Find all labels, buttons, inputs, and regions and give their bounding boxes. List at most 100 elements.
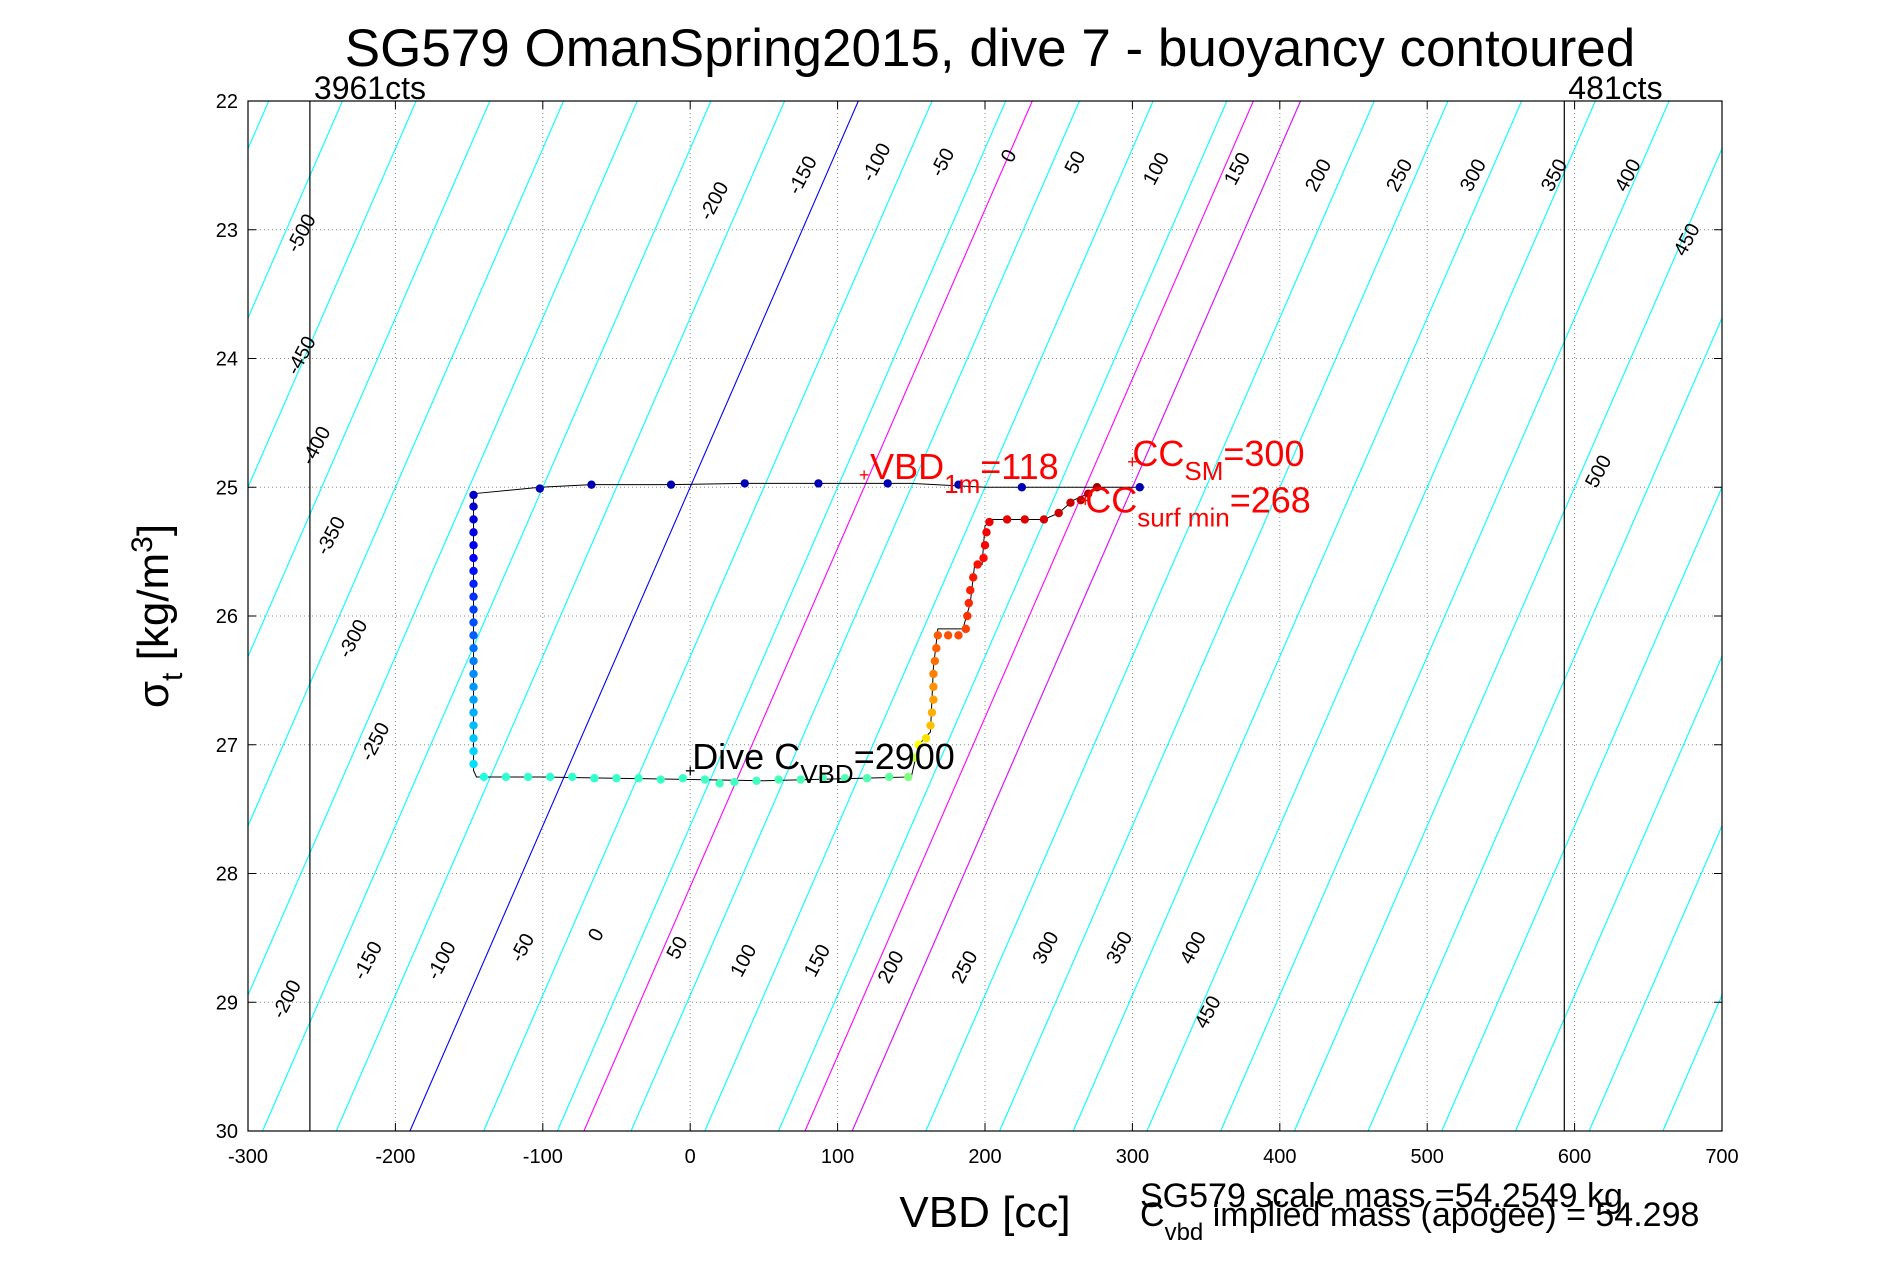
svg-text:σt [kg/m3]: σt [kg/m3] bbox=[126, 524, 189, 708]
dive-point bbox=[774, 775, 783, 784]
y-tick-label: 25 bbox=[216, 477, 238, 499]
contour-line bbox=[1737, 101, 1891, 1131]
dive-point bbox=[501, 772, 511, 782]
dive-point bbox=[1076, 495, 1086, 505]
footer-scale-mass: SG579 scale mass =54.2549 kg bbox=[1140, 1177, 1623, 1215]
y-tick-label: 26 bbox=[216, 606, 238, 628]
contour-line bbox=[262, 101, 712, 1131]
annotation-main: CC bbox=[1132, 433, 1184, 474]
dive-point bbox=[883, 479, 892, 488]
contour-line bbox=[1220, 101, 1670, 1131]
y-label-sup: 3 bbox=[126, 536, 159, 553]
y-label-unit: [kg/m bbox=[129, 553, 178, 673]
dive-point bbox=[904, 772, 913, 782]
dive-point bbox=[933, 631, 943, 640]
contour-line-special bbox=[583, 101, 1033, 1131]
annotation-sub: surf min bbox=[1137, 503, 1229, 533]
contour-line bbox=[1293, 147, 1722, 1131]
dive-point bbox=[929, 682, 938, 692]
annotation-value: =118 bbox=[980, 446, 1058, 487]
x-tick-label: 600 bbox=[1558, 1146, 1591, 1168]
dive-point bbox=[966, 586, 975, 595]
x-tick-label: 700 bbox=[1705, 1146, 1738, 1168]
contour-line bbox=[1588, 824, 1722, 1131]
dive-point bbox=[469, 553, 478, 563]
annotation-marker: + bbox=[685, 761, 696, 781]
dive-point bbox=[927, 708, 937, 717]
annotation-value: =300 bbox=[1223, 433, 1304, 474]
dive-point bbox=[469, 528, 478, 537]
dive-point bbox=[634, 774, 643, 783]
contour-line bbox=[1072, 101, 1523, 1131]
dive-point bbox=[752, 776, 761, 785]
contour-line bbox=[999, 101, 1449, 1131]
annotation-value: =268 bbox=[1230, 480, 1311, 521]
contour-line bbox=[1441, 485, 1722, 1131]
dive-point bbox=[535, 484, 545, 493]
y-axis-ticks: 22 23 24 25 26 27 28 29 30 bbox=[216, 91, 1722, 1143]
dive-point bbox=[469, 566, 478, 576]
dive-point bbox=[840, 774, 850, 783]
contour-line bbox=[248, 101, 638, 997]
contour-lines bbox=[0, 101, 1891, 1131]
annotation-main: VBD bbox=[870, 446, 944, 487]
dive-point bbox=[963, 611, 972, 621]
dive-point bbox=[469, 656, 478, 666]
dive-point bbox=[910, 753, 919, 762]
contour-line bbox=[0, 101, 121, 1131]
dive-point bbox=[469, 669, 478, 679]
dive-point bbox=[469, 515, 478, 524]
y-tick-label: 28 bbox=[216, 864, 238, 886]
dive-point bbox=[666, 480, 676, 489]
x-tick-label: 400 bbox=[1263, 1146, 1296, 1168]
contour-line bbox=[777, 101, 1228, 1131]
contour-line bbox=[925, 101, 1375, 1131]
dive-point bbox=[982, 528, 991, 537]
annotation-marker: + bbox=[1080, 491, 1091, 511]
contour-line bbox=[1367, 316, 1722, 1131]
dive-point bbox=[590, 774, 599, 783]
dive-point bbox=[818, 774, 828, 783]
dive-point bbox=[926, 721, 935, 730]
dive-point bbox=[740, 479, 749, 488]
dive-point bbox=[469, 592, 478, 601]
contour-line bbox=[704, 101, 1154, 1131]
dive-point bbox=[1017, 483, 1027, 492]
dive-point bbox=[469, 502, 478, 511]
dive-point bbox=[469, 708, 478, 717]
dive-path bbox=[469, 479, 1144, 788]
y-tick-label: 22 bbox=[216, 91, 238, 113]
annotation-main: Dive C bbox=[692, 736, 800, 777]
dive-point bbox=[929, 669, 938, 679]
x-tick-label: 0 bbox=[685, 1146, 696, 1168]
contour-line bbox=[248, 101, 491, 658]
dive-point bbox=[469, 618, 478, 627]
limit-line-label: 481cts bbox=[1568, 70, 1662, 106]
annotation-marker: + bbox=[1127, 452, 1138, 472]
plot-area: 3961cts 481cts -500-450-400-350-300-250-2… bbox=[0, 70, 1891, 1132]
contour-line bbox=[483, 101, 933, 1131]
dive-point bbox=[930, 656, 940, 666]
dive-point bbox=[479, 772, 489, 782]
contour-line-special bbox=[851, 101, 1302, 1131]
annotation-value: =2900 bbox=[854, 736, 955, 777]
dive-point bbox=[678, 774, 688, 783]
dive-point bbox=[914, 740, 923, 749]
y-label-sigma: σ bbox=[129, 681, 178, 708]
y-tick-label: 29 bbox=[216, 992, 238, 1014]
dive-point bbox=[469, 490, 478, 500]
contour-line bbox=[248, 101, 565, 828]
dive-point bbox=[814, 479, 823, 488]
dive-point bbox=[932, 643, 941, 653]
dive-point bbox=[964, 598, 973, 608]
dive-point bbox=[469, 759, 478, 769]
y-tick-label: 23 bbox=[216, 220, 238, 242]
dive-point bbox=[568, 772, 577, 782]
contour-line bbox=[0, 101, 48, 1131]
dive-point bbox=[523, 772, 533, 782]
x-tick-label: -100 bbox=[523, 1146, 563, 1168]
x-tick-label: -200 bbox=[375, 1146, 415, 1168]
limit-line-label: 3961cts bbox=[314, 70, 426, 106]
dive-point bbox=[587, 480, 596, 489]
y-label-close: ] bbox=[129, 524, 178, 536]
